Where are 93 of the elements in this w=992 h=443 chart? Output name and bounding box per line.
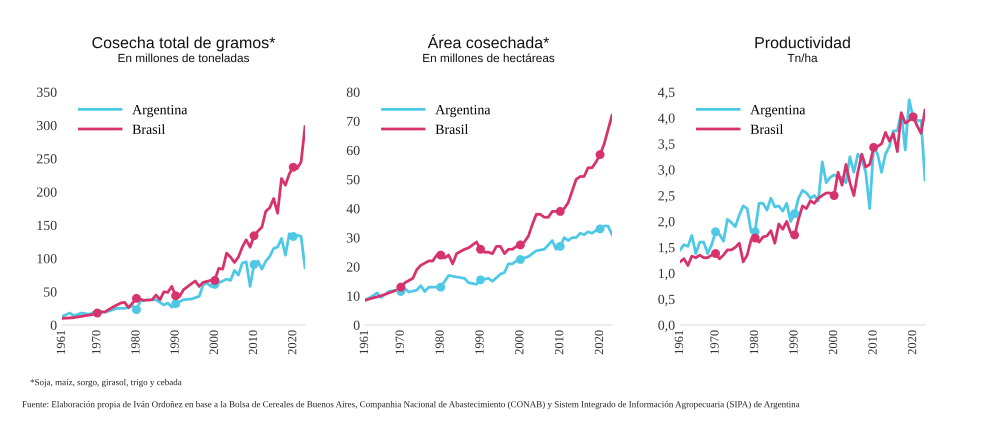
x-tick-label: 1961 [56,330,66,354]
point [396,282,406,292]
y-tick-label: 150 [38,220,57,230]
y-tick-label: 50 [347,174,360,184]
x-tick-label: 2020 [908,330,916,354]
legend-label: Brasil [750,124,784,134]
y-tick-label: 4,0 [658,113,675,125]
point [556,206,565,216]
y-tick-label: 0,5 [658,294,675,306]
point [132,305,141,314]
y-tick-label: 50 [44,287,57,297]
point [830,191,839,200]
point [250,260,259,269]
point [288,162,298,172]
legend-label: Argentina [435,105,490,118]
x-tick-label: 1980 [435,330,444,354]
point [436,250,446,260]
legend-label: Brasil [436,124,468,134]
y-tick-label: 0 [50,320,57,330]
y-tick-label: 300 [36,120,57,130]
x-tick-label: 1970 [92,330,100,354]
x-tick-label: 1980 [131,330,140,354]
chart-subtitle: Tn/ha [788,54,818,62]
line-series [62,125,305,320]
point [711,227,720,236]
y-tick-label: 20 [346,262,360,272]
y-tick-label: 30 [346,233,360,243]
y-tick-label: 60 [346,146,360,156]
y-tick-label: 1,5 [659,242,675,254]
x-tick-label: 2000 [828,330,838,354]
x-tick-label: 1961 [674,330,684,354]
x-tick-label: 1990 [475,330,484,354]
y-tick-label: 100 [38,254,57,264]
point [171,291,180,300]
y-tick-label: 1,0 [659,268,675,280]
chart-title: Cosecha total de gramos* [92,36,276,52]
point [869,142,878,152]
chart-title: Área cosechada* [428,34,550,48]
point [596,224,605,234]
point [210,276,220,285]
y-tick-label: 3,5 [658,139,675,151]
y-tick-label: 3,0 [658,165,675,177]
point [132,294,141,303]
point [436,282,446,292]
x-tick-label: 2020 [594,330,604,354]
point [476,244,486,254]
point [250,231,259,240]
x-tick-label: 1990 [789,330,798,354]
legend-label: Brasil [132,124,166,134]
point [288,232,298,241]
text: *Soja, maíz, sorgo, girasol, trigo y cebada [30,378,182,388]
point [790,230,800,240]
x-tick-label: 2000 [210,330,218,354]
y-tick-label: 2,0 [658,217,675,228]
y-tick-label: 2,5 [658,191,675,203]
point [476,275,486,284]
point [556,242,565,251]
legend-label: Argentina [750,105,806,118]
point [92,308,102,318]
source-note: Fuente: Elaboración propia de Iván Ordoñez en base a la Bolsa de Cereales de Buenos Aires, Companhia Nacional de Abastecimiento (CONAB) y Sistem Integrado de Información Agropecuaria (SIPA) de Argentina [22,400,800,410]
y-tick-label: 200 [36,187,57,197]
y-tick-label: 350 [36,88,57,97]
chart-title: Productividad [755,36,850,48]
point [750,234,760,243]
point [516,254,525,264]
y-tick-label: 70 [347,116,360,126]
point [908,112,918,122]
point [790,209,800,218]
y-tick-label: 250 [36,154,57,164]
chart-subtitle: En millones de hectáreas [423,53,554,62]
y-tick-label: 4,5 [658,88,675,99]
y-tick-label: 80 [346,88,360,97]
x-tick-label: 1980 [750,330,758,354]
x-tick-label: 1990 [170,330,179,354]
point [711,249,720,258]
point [596,150,605,160]
chart-subtitle: En millones de toneladas [118,54,250,62]
y-tick-label: 0,0 [658,320,675,332]
x-tick-label: 2010 [554,330,564,354]
x-tick-label: 2010 [868,330,877,354]
line-series [62,232,305,318]
x-tick-label: 1961 [360,330,368,354]
point [171,299,180,308]
point [516,240,525,250]
y-tick-label: 0 [354,320,360,330]
y-tick-label: 40 [346,204,360,214]
y-tick-label: 10 [347,291,360,301]
x-tick-label: 2000 [515,330,524,354]
x-tick-label: 1970 [396,330,404,354]
x-tick-label: 2010 [248,330,258,354]
x-tick-label: 1970 [710,330,719,354]
x-tick-label: 2020 [288,330,296,354]
legend-label: Argentina [132,105,188,118]
